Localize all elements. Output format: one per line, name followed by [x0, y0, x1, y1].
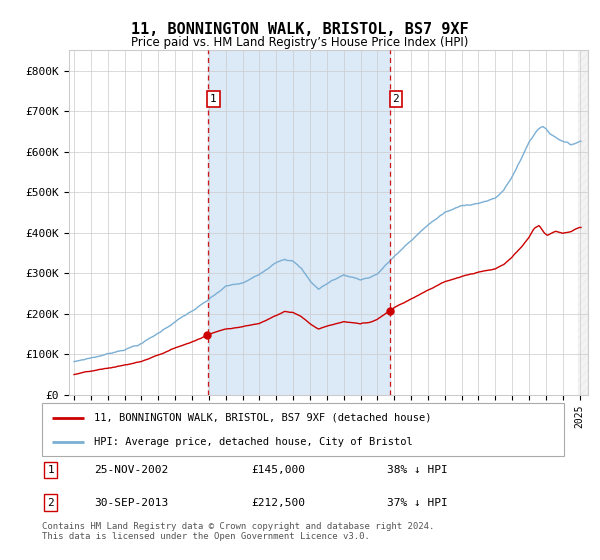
Text: £212,500: £212,500	[251, 498, 305, 507]
FancyBboxPatch shape	[42, 403, 564, 456]
Text: 38% ↓ HPI: 38% ↓ HPI	[386, 465, 447, 475]
Text: 2: 2	[47, 498, 54, 507]
Text: 1: 1	[47, 465, 54, 475]
Bar	[578, 50, 588, 395]
Text: 25-NOV-2002: 25-NOV-2002	[94, 465, 169, 475]
Text: 11, BONNINGTON WALK, BRISTOL, BS7 9XF: 11, BONNINGTON WALK, BRISTOL, BS7 9XF	[131, 22, 469, 38]
Text: 11, BONNINGTON WALK, BRISTOL, BS7 9XF (detached house): 11, BONNINGTON WALK, BRISTOL, BS7 9XF (d…	[94, 413, 432, 423]
Text: 37% ↓ HPI: 37% ↓ HPI	[386, 498, 447, 507]
Text: £145,000: £145,000	[251, 465, 305, 475]
Text: Contains HM Land Registry data © Crown copyright and database right 2024.
This d: Contains HM Land Registry data © Crown c…	[42, 522, 434, 542]
Text: 30-SEP-2013: 30-SEP-2013	[94, 498, 169, 507]
Bar	[208, 50, 390, 395]
Text: 2: 2	[392, 94, 399, 104]
Text: Price paid vs. HM Land Registry’s House Price Index (HPI): Price paid vs. HM Land Registry’s House …	[131, 36, 469, 49]
Text: HPI: Average price, detached house, City of Bristol: HPI: Average price, detached house, City…	[94, 437, 413, 447]
Text: 1: 1	[210, 94, 217, 104]
